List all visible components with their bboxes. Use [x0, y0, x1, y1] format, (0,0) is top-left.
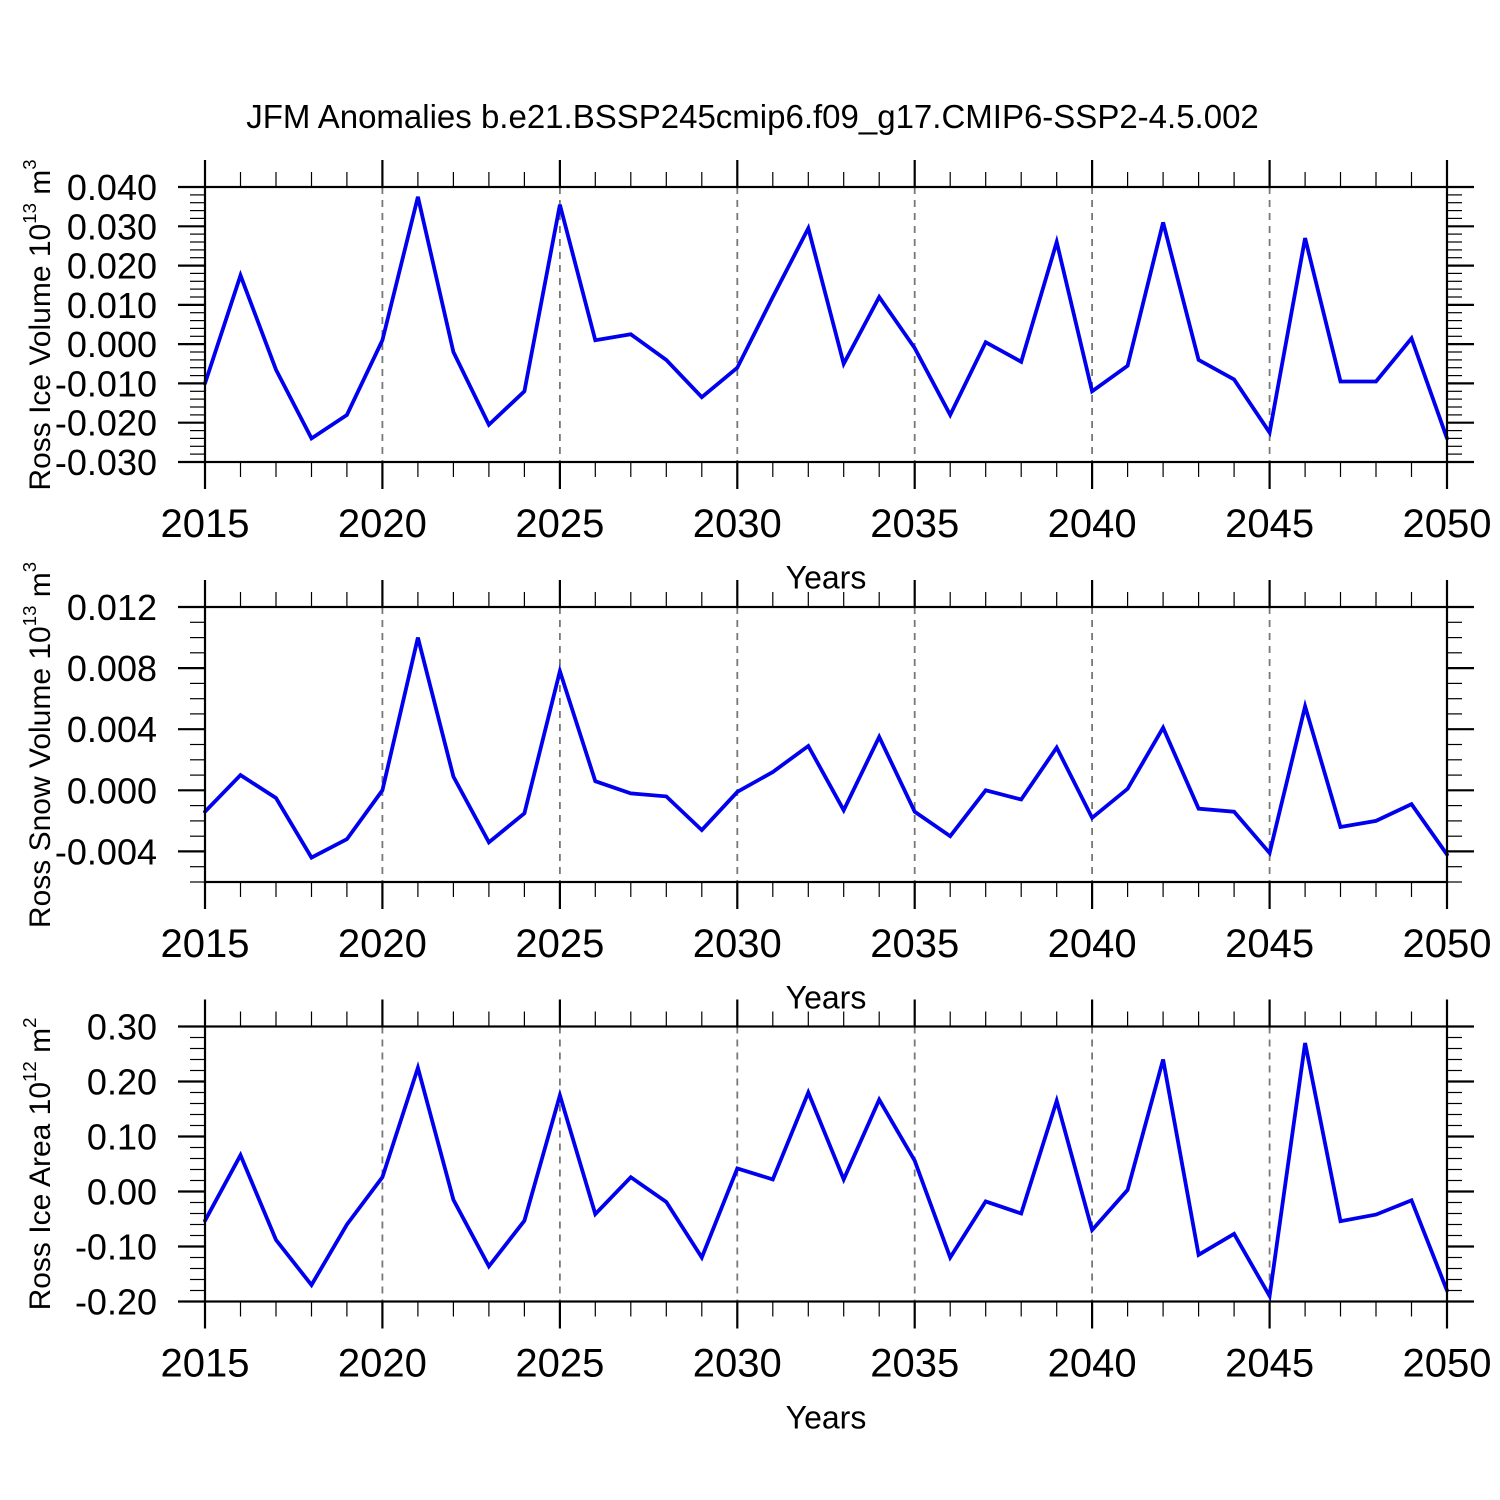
x-tick-label: 2020: [338, 922, 427, 966]
x-tick-label: 2030: [693, 502, 782, 546]
x-tick-label: 2040: [1048, 922, 1137, 966]
y-tick-label: -0.020: [55, 403, 157, 444]
y-tick-label: 0.012: [67, 587, 157, 628]
y-tick-label: -0.10: [75, 1227, 157, 1268]
ticks: [178, 999, 1474, 1329]
y-axis-title-ice-volume: Ross Ice Volume 1013 m3: [19, 158, 58, 491]
x-tick-label: 2050: [1403, 922, 1492, 966]
y-axis-title-text: Ross Snow Volume 10: [24, 625, 57, 928]
x-tick-label: 2020: [338, 1342, 427, 1386]
unit-exponent: 3: [19, 561, 41, 572]
y-tick-label: 0.004: [67, 709, 157, 750]
y-tick-label: 0.10: [87, 1117, 157, 1158]
x-tick-label: 2050: [1403, 1342, 1492, 1386]
x-tick-label: 2040: [1048, 1342, 1137, 1386]
exponent: 13: [19, 605, 41, 626]
unit-exponent: 2: [19, 1017, 41, 1028]
y-tick-label: 0.000: [67, 324, 157, 365]
y-axis-title-ice-area: Ross Ice Area 1012 m2: [19, 1017, 58, 1311]
data-line-ross-ice-volume: [203, 196, 1449, 442]
x-tick-label: 2035: [870, 1342, 959, 1386]
x-tick-label: 2020: [338, 502, 427, 546]
x-tick-label: 2040: [1048, 502, 1137, 546]
x-tick-label: 2025: [515, 1342, 604, 1386]
y-tick-label: 0.008: [67, 648, 157, 689]
x-tick-label: 2030: [693, 1342, 782, 1386]
x-tick-label: 2030: [693, 922, 782, 966]
x-tick-label: 2025: [515, 502, 604, 546]
exponent: 12: [19, 1061, 41, 1082]
exponent: 13: [19, 202, 41, 224]
unit-exponent: 3: [19, 158, 41, 170]
data-line-ross-ice-area: [203, 1042, 1449, 1302]
y-tick-label: 0.00: [87, 1172, 157, 1213]
y-tick-label: -0.010: [55, 363, 157, 404]
x-tick-label: 2015: [161, 1342, 250, 1386]
unit: m: [24, 169, 57, 203]
x-tick-label: 2045: [1225, 922, 1314, 966]
plot-frame: [203, 185, 1449, 464]
plot-frame: [203, 605, 1449, 884]
y-tick-label: 0.010: [67, 285, 157, 326]
y-axis-title-snow-volume: Ross Snow Volume 1013 m3: [19, 561, 58, 928]
unit: m: [24, 1027, 57, 1062]
ticks: [178, 580, 1474, 909]
y-axis-title-text: Ross Ice Area 10: [24, 1081, 57, 1311]
plot-frame: [203, 1025, 1449, 1303]
x-tick-label: 2045: [1225, 502, 1314, 546]
x-tick-label: 2015: [161, 502, 250, 546]
x-tick-label: 2050: [1403, 502, 1492, 546]
x-axis-title-1: Years: [785, 559, 867, 596]
chart-ross-ice-volume: 2015 2020 2025 2030 2035 2040 2045 20500.0400.0…: [55, 160, 1492, 546]
x-tick-label: 2035: [870, 922, 959, 966]
figure-title: JFM Anomalies b.e21.BSSP245cmip6.f09_g17…: [246, 98, 1259, 135]
x-tick-label: 2035: [870, 502, 959, 546]
chart-ross-ice-area: 2015 2020 2025 2030 2035 2040 2045 2050 0.30 0.20…: [75, 999, 1492, 1386]
x-tick-label: 2045: [1225, 1342, 1314, 1386]
y-tick-label: 0.020: [67, 246, 157, 287]
y-tick-label: -0.030: [55, 442, 157, 483]
y-tick-label: 0.030: [67, 206, 157, 247]
y-axis-title-text: Ross Ice Volume 10: [24, 223, 57, 491]
y-tick-label: -0.20: [75, 1282, 157, 1323]
y-tick-label: -0.004: [55, 831, 157, 872]
chart-ross-snow-volume: 2015 2020 2025 2030 2035 2040 2045 2050 0.012 0.0…: [55, 580, 1492, 966]
x-axis-title-2: Years: [785, 979, 867, 1016]
y-tick-label: 0.000: [67, 770, 157, 811]
x-axis-title-3: Years: [785, 1399, 867, 1436]
y-tick-label: 0.040: [67, 167, 157, 208]
x-tick-label: 2025: [515, 922, 604, 966]
x-tick-label: 2015: [161, 922, 250, 966]
y-tick-label: 0.20: [87, 1062, 157, 1103]
y-tick-label: 0.30: [87, 1007, 157, 1048]
ticks: [178, 160, 1474, 489]
unit: m: [24, 571, 57, 606]
data-line-ross-snow-volume: [203, 637, 1449, 861]
